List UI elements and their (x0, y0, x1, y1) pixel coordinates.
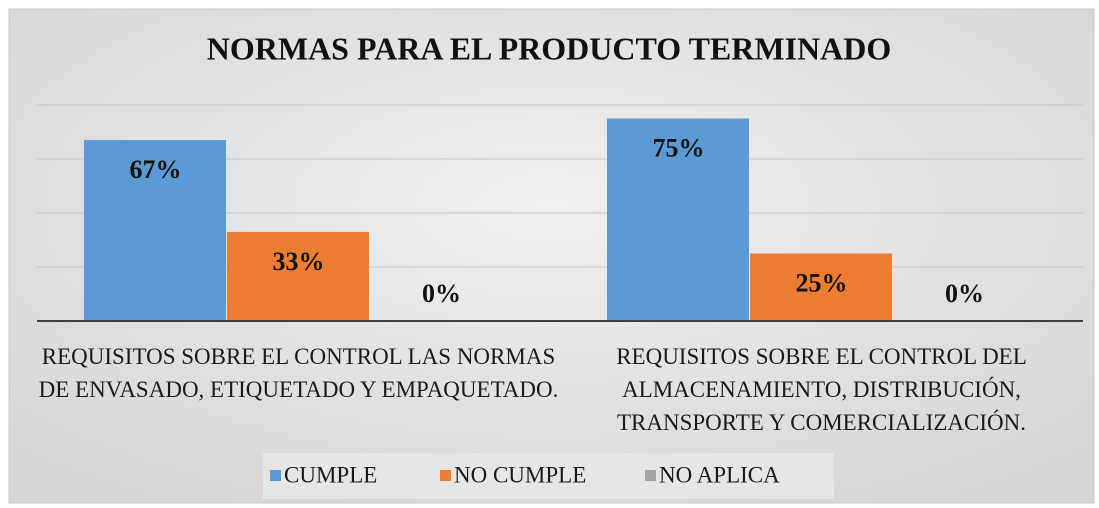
bar (750, 253, 892, 321)
data-label: 75% (653, 133, 705, 162)
legend-swatch (270, 470, 281, 481)
data-label: 33% (273, 247, 325, 276)
bar (607, 118, 749, 321)
legend-label: NO APLICA (659, 462, 780, 487)
x-tick-label: REQUISITOS SOBRE EL CONTROL DEL ALMACENA… (616, 344, 1027, 435)
legend-swatch (645, 470, 656, 481)
bar (227, 231, 369, 321)
data-label: 25% (796, 268, 848, 297)
legend-label: CUMPLE (284, 462, 377, 487)
bar (84, 140, 226, 321)
x-tick-label: REQUISITOS SOBRE EL CONTROL LAS NORMAS D… (38, 344, 559, 402)
legend-background (263, 453, 834, 499)
chart-title: NORMAS PARA EL PRODUCTO TERMINADO (207, 30, 892, 66)
data-label: 0% (422, 279, 461, 308)
legend-swatch (440, 470, 451, 481)
legend-label: NO CUMPLE (454, 462, 586, 487)
data-label: 67% (130, 155, 182, 184)
data-label: 0% (945, 279, 984, 308)
